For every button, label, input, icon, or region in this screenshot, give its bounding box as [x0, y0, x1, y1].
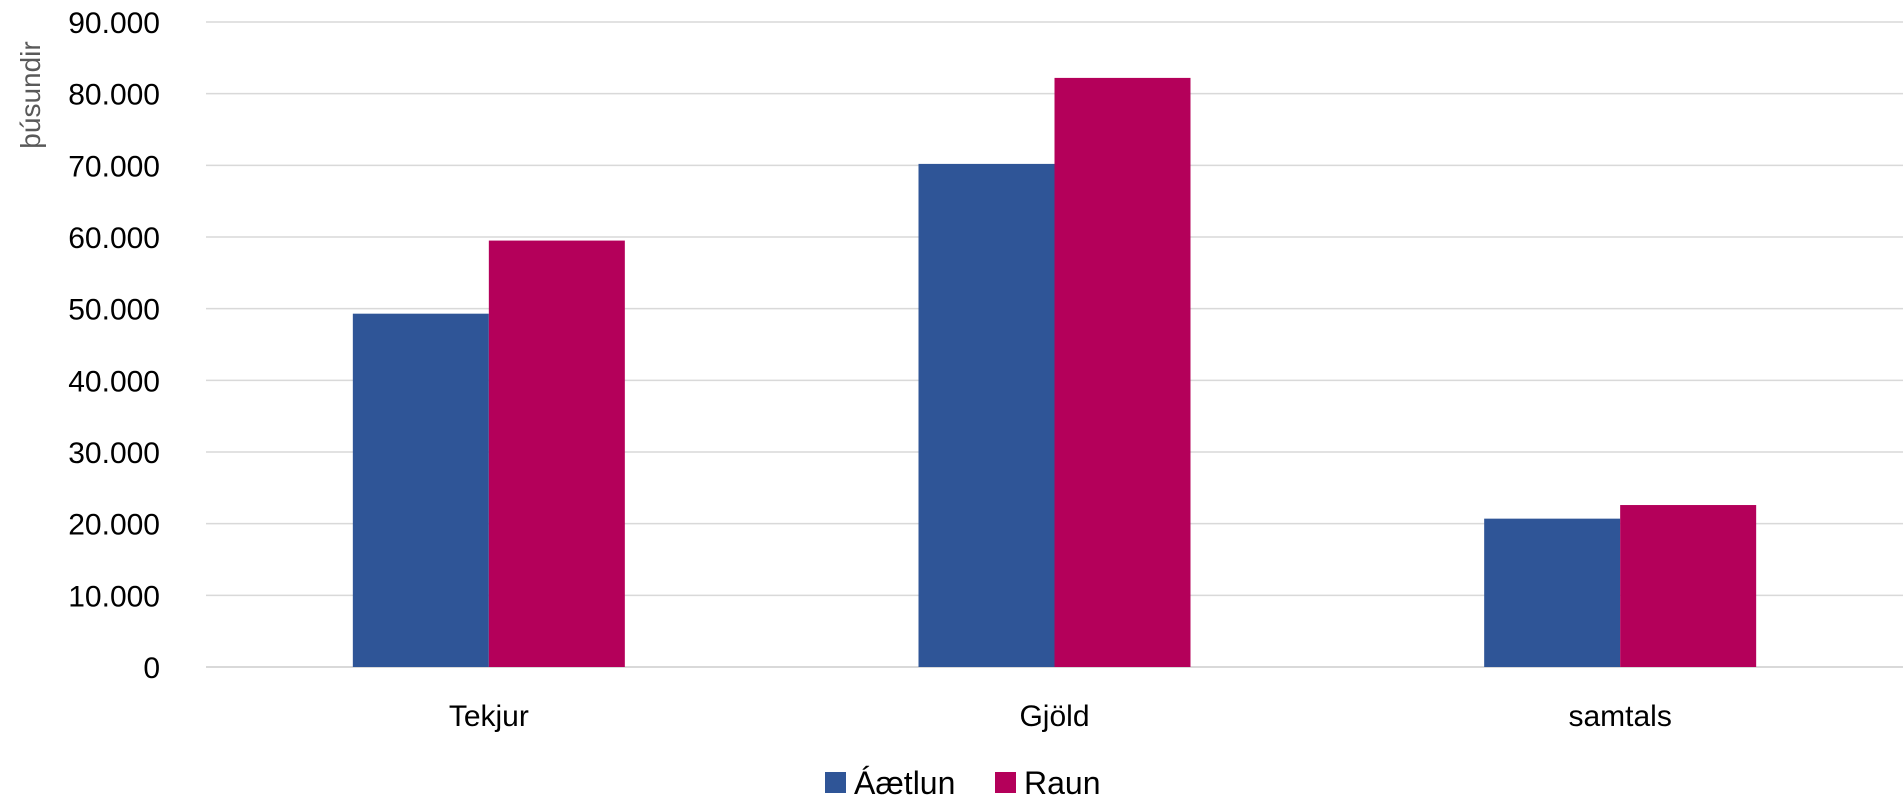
legend-label: Áætlun	[854, 765, 955, 801]
x-category-label: Tekjur	[449, 700, 529, 733]
y-tick-label: 60.000	[68, 222, 160, 255]
bar-aaetlun-0	[352, 313, 489, 667]
y-tick-label: 30.000	[68, 437, 160, 470]
y-tick-label: 10.000	[68, 580, 160, 613]
bar-raun-2	[1620, 505, 1757, 667]
y-tick-label: 20.000	[68, 509, 160, 542]
y-tick-label: 70.000	[68, 150, 160, 183]
x-category-label: Gjöld	[1019, 700, 1089, 733]
x-category-label: samtals	[1568, 700, 1671, 733]
y-axis-tick-labels: 0 10.000 20.000 30.000 40.000 50.000 60.000 70.…	[68, 7, 160, 685]
y-tick-label: 80.000	[68, 79, 160, 112]
y-tick-label: 90.000	[68, 7, 160, 40]
bar-raun-0	[488, 240, 625, 668]
y-tick-label: 50.000	[68, 294, 160, 327]
x-axis-category-labels: Tekjur Gjöld samtals	[449, 700, 1672, 733]
bar-aaetlun-2	[1484, 518, 1621, 667]
legend-swatch	[825, 772, 846, 793]
bar-aaetlun-1	[918, 163, 1055, 667]
legend: Áætlun Raun	[825, 765, 1101, 801]
bar-raun-1	[1054, 77, 1191, 667]
y-tick-label: 0	[143, 652, 160, 685]
y-tick-label: 40.000	[68, 365, 160, 398]
legend-label: Raun	[1024, 765, 1101, 801]
bars	[352, 77, 1757, 668]
legend-swatch	[995, 772, 1016, 793]
y-axis-label: þúsundir	[15, 41, 46, 148]
